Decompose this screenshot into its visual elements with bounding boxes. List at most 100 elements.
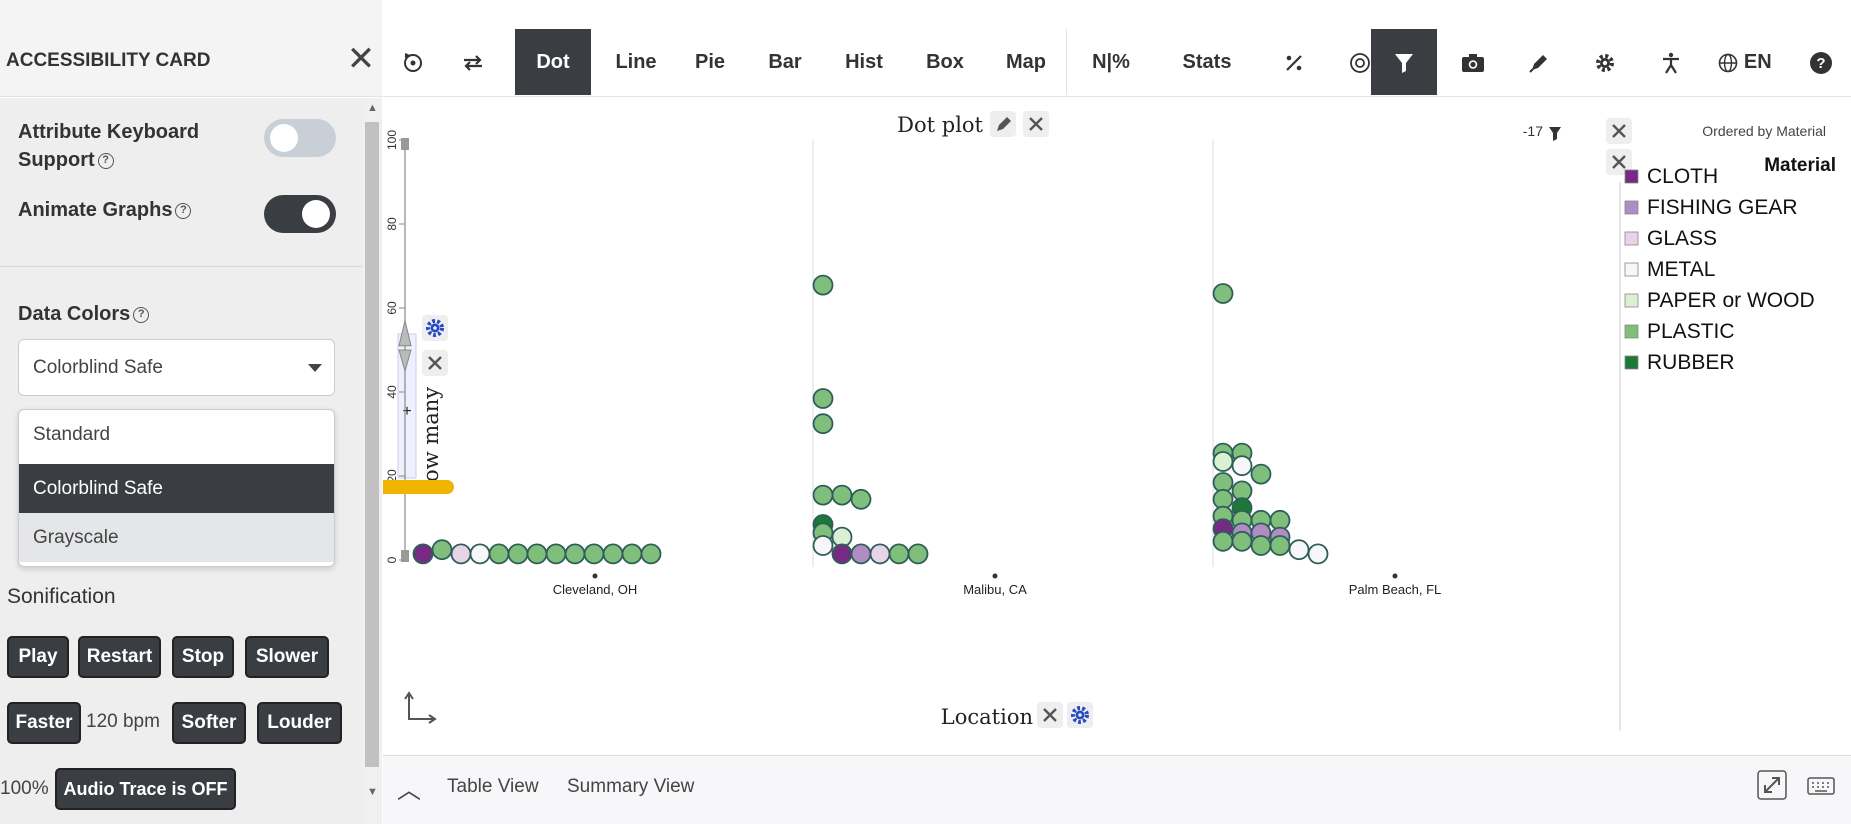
option-colorblind-safe[interactable]: Colorblind Safe xyxy=(19,464,334,513)
data-colors-select[interactable]: Colorblind Safe xyxy=(18,339,335,396)
data-point xyxy=(850,488,872,510)
pen-icon[interactable] xyxy=(1509,29,1569,95)
x-tick xyxy=(1392,573,1398,579)
tab-box[interactable]: Box xyxy=(926,51,964,73)
axis-swap-icon[interactable] xyxy=(404,691,437,724)
edit-title-icon[interactable] xyxy=(990,111,1016,137)
restart-button[interactable]: Restart xyxy=(78,636,161,678)
legend-swatch xyxy=(1624,262,1639,277)
camera-icon[interactable] xyxy=(1443,29,1503,95)
legend-swatch xyxy=(1624,324,1639,339)
swap-axes-icon[interactable] xyxy=(443,29,503,95)
language-code: EN xyxy=(1743,51,1772,73)
audio-trace-button[interactable]: Audio Trace is OFF xyxy=(55,768,236,810)
tab-stats[interactable]: Stats xyxy=(1182,51,1232,73)
x-axis-close-icon[interactable] xyxy=(1037,702,1063,728)
legend-item: FISHING GEAR xyxy=(1647,196,1798,219)
y-axis-gear-icon[interactable] xyxy=(422,315,448,341)
tab-bar[interactable]: Bar xyxy=(768,51,802,73)
target-icon[interactable] xyxy=(1329,29,1391,95)
graph-footer: ︿ Table View Summary View xyxy=(383,755,1851,824)
tab-count-percent[interactable]: N|% xyxy=(1092,51,1130,73)
y-axis-close-icon[interactable] xyxy=(422,350,448,376)
help-icon[interactable]: ? xyxy=(175,202,192,219)
help-icon[interactable]: ? xyxy=(97,152,114,169)
x-tick-label: Malibu, CA xyxy=(963,582,1027,597)
svg-text:?: ? xyxy=(1816,55,1825,72)
option-standard[interactable]: Standard xyxy=(33,424,111,445)
x-axis-gear-icon[interactable] xyxy=(1067,702,1093,728)
play-button[interactable]: Play xyxy=(7,636,69,678)
animate-graphs-toggle[interactable] xyxy=(264,195,336,233)
filter-icon[interactable] xyxy=(1371,29,1437,95)
legend-title: Material xyxy=(1764,155,1836,176)
faster-button[interactable]: Faster xyxy=(7,702,81,744)
stop-button[interactable]: Stop xyxy=(172,636,234,678)
data-point xyxy=(831,543,853,565)
close-icon[interactable] xyxy=(1023,111,1049,137)
axis-scale-handle xyxy=(398,320,412,373)
data-colors-dropdown: Standard Colorblind Safe Grayscale xyxy=(18,409,335,567)
softer-button[interactable]: Softer xyxy=(172,702,246,744)
tab-dot[interactable]: Dot xyxy=(515,29,591,95)
add-attribute-plus[interactable]: + xyxy=(402,403,411,420)
data-point xyxy=(564,543,586,565)
toggle-knob xyxy=(270,124,298,152)
summary-view-tab[interactable]: Summary View xyxy=(567,776,695,797)
legend-swatch xyxy=(1624,293,1639,308)
chevron-up-icon[interactable]: ︿ xyxy=(397,777,421,804)
data-point xyxy=(1250,463,1272,485)
data-point xyxy=(812,535,834,556)
data-point xyxy=(602,543,624,565)
x-tick-label: Cleveland, OH xyxy=(553,582,638,597)
help-icon[interactable]: ? xyxy=(1791,29,1851,95)
louder-button[interactable]: Louder xyxy=(257,702,342,744)
reset-icon[interactable] xyxy=(383,29,443,95)
data-point xyxy=(1212,283,1234,304)
x-axis-label[interactable]: Location xyxy=(941,705,1033,729)
scroll-down-icon[interactable]: ▼ xyxy=(367,786,378,798)
data-points xyxy=(412,274,1329,565)
scroll-up-icon[interactable]: ▲ xyxy=(367,102,378,114)
option-grayscale[interactable]: Grayscale xyxy=(19,513,334,562)
help-icon[interactable]: ? xyxy=(133,306,150,323)
scroll-thumb[interactable] xyxy=(365,122,379,767)
card-scrollbar[interactable]: ▲ ▼ xyxy=(362,98,382,824)
x-tick xyxy=(992,573,998,579)
legend: CLOTH FISHING GEAR GLASS METAL PAPER or WOOD… xyxy=(1624,165,1815,374)
data-point xyxy=(812,388,834,409)
dot-plot: Dot plot -17 Ordered by Material Materia… xyxy=(276,111,1836,731)
filter-icon[interactable] xyxy=(1549,127,1561,141)
data-point xyxy=(412,543,434,565)
language-selector[interactable]: EN xyxy=(1705,29,1785,95)
tab-map[interactable]: Map xyxy=(1006,51,1046,73)
close-icon[interactable]: ✕ xyxy=(346,40,376,78)
globe-icon xyxy=(1719,53,1738,73)
close-filter-icon[interactable] xyxy=(1606,118,1632,144)
legend-swatch xyxy=(1624,355,1639,370)
data-point xyxy=(545,543,567,565)
tab-hist[interactable]: Hist xyxy=(845,51,883,73)
keyboard-support-toggle[interactable] xyxy=(264,119,336,157)
sonification-label: Sonification xyxy=(7,585,116,608)
data-point xyxy=(469,543,491,565)
percent-icon[interactable] xyxy=(1263,29,1325,95)
expand-icon[interactable] xyxy=(1757,770,1787,806)
graph-title[interactable]: Dot plot xyxy=(897,113,983,137)
close-legend-icon[interactable] xyxy=(1606,149,1632,175)
gear-icon[interactable] xyxy=(1575,29,1635,95)
accessibility-icon[interactable] xyxy=(1641,29,1701,95)
divider xyxy=(0,266,362,267)
y-axis-label[interactable]: ow many xyxy=(419,387,443,482)
volume-readout: 100% xyxy=(0,778,49,799)
data-point xyxy=(507,543,529,565)
tab-pie[interactable]: Pie xyxy=(694,51,726,73)
table-view-tab[interactable]: Table View xyxy=(447,776,539,797)
keyboard-icon[interactable] xyxy=(1807,776,1835,802)
legend-item: GLASS xyxy=(1647,227,1717,250)
legend-item: CLOTH xyxy=(1647,165,1718,188)
tempo-readout: 120 bpm xyxy=(86,711,160,732)
x-axis: Cleveland, OH Malibu, CA Palm Beach, FL xyxy=(553,140,1441,597)
slower-button[interactable]: Slower xyxy=(245,636,329,678)
tab-line[interactable]: Line xyxy=(615,51,657,73)
